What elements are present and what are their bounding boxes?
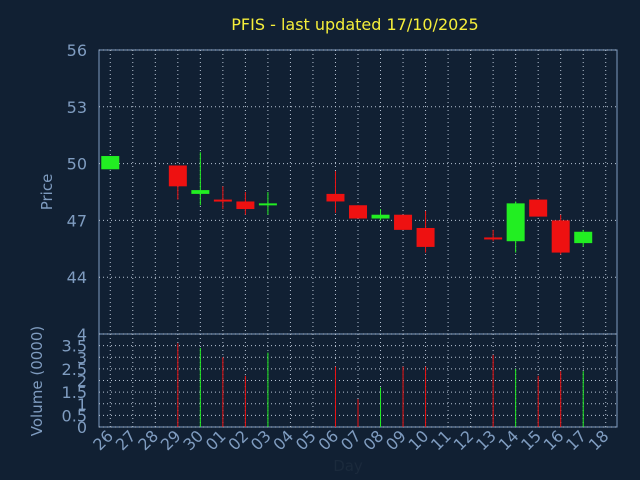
volume-panel: 00.511.522.533.54 <box>62 325 618 437</box>
price-tick-label: 56 <box>67 41 87 60</box>
volume-tick-label: 3 <box>77 348 87 367</box>
candle-body <box>168 165 187 187</box>
price-panel: 44 47 50 53 56 <box>67 41 618 335</box>
x-axis-label: Day <box>333 457 363 475</box>
chart-title: PFIS - last updated 17/10/2025 <box>231 15 478 34</box>
x-axis: 2627282930010203040506070809101112131415… <box>89 426 612 454</box>
candle-body <box>371 214 390 219</box>
candle-body <box>484 237 503 240</box>
candle-body <box>529 199 548 217</box>
volume-tick-label: 3.5 <box>62 337 87 356</box>
candle-body <box>326 193 345 202</box>
candle-body <box>349 205 367 219</box>
candle-body <box>416 227 435 247</box>
candle-body <box>506 203 525 242</box>
candle-body <box>574 231 593 244</box>
candle-body <box>551 220 570 253</box>
volume-tick-label: 4 <box>77 325 87 344</box>
volume-axis-label: Volume (0000) <box>28 326 46 436</box>
price-tick-label: 44 <box>67 268 87 287</box>
candle-body <box>101 156 120 170</box>
price-panel-frame <box>98 49 618 335</box>
volume-tick-label: 1 <box>77 395 87 414</box>
candle-body <box>394 214 413 230</box>
volume-tick-label: 0 <box>77 418 87 437</box>
volume-tick-label: 2 <box>77 372 87 391</box>
candle-body <box>213 199 232 202</box>
candle-body <box>236 201 255 210</box>
price-tick-label: 47 <box>67 211 87 230</box>
x-tick-label: 18 <box>585 426 613 454</box>
volume-tick-label: 2.5 <box>62 360 87 379</box>
volume-tick-label: 0.5 <box>62 406 87 425</box>
price-tick-label: 50 <box>67 155 87 174</box>
candle-body <box>258 203 277 206</box>
candle-body <box>191 190 210 194</box>
price-tick-label: 53 <box>67 98 87 117</box>
volume-tick-label: 1.5 <box>62 383 87 402</box>
price-axis-label: Price <box>38 174 56 211</box>
